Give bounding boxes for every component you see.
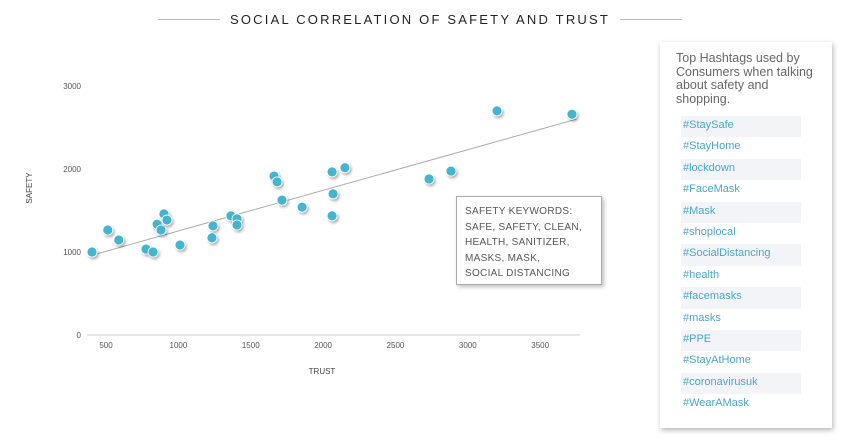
data-point [491, 105, 503, 117]
hashtag-item: #Mask [681, 201, 801, 223]
hashtag-item: #lockdown [681, 158, 801, 181]
hashtag-item: #masks [683, 311, 721, 324]
chart-title: SOCIAL CORRELATION OF SAFETY AND TRUST [230, 12, 611, 27]
data-point [147, 246, 159, 258]
data-point [445, 165, 457, 177]
hashtag-item: #coronavirusuk [681, 372, 801, 395]
data-point [231, 219, 243, 231]
hashtag-item: #facemasks [681, 287, 801, 309]
hashtag-item: #StayAtHome [683, 354, 751, 367]
title-rule-right [620, 19, 683, 20]
hashtag-item: #FaceMask [683, 183, 740, 196]
annotation-line: SAFE, SAFETY, CLEAN, [465, 221, 582, 233]
data-point [423, 173, 435, 185]
chart-title-wrap: SOCIAL CORRELATION OF SAFETY AND TRUST [158, 12, 683, 27]
data-point [174, 239, 186, 251]
hashtags-panel: Top Hashtags used by Consumers when talk… [660, 42, 832, 428]
hashtag-item: #PPE [681, 329, 801, 352]
x-axis-label: TRUST [309, 367, 336, 376]
hashtag-item: #SocialDistancing [681, 244, 801, 266]
data-point [86, 246, 98, 258]
annotation-line: SOCIAL DISTANCING [465, 268, 571, 279]
x-tick-label: 2000 [314, 341, 332, 350]
annotation-line: SAFETY KEYWORDS: [465, 206, 573, 217]
scatter-chart: 500 1000 1500 2000 2500 3000 3500 0 1000 2000 3000… [25, 82, 580, 376]
data-point [326, 210, 338, 222]
data-point [206, 232, 218, 244]
data-point [327, 188, 339, 200]
title-rule-left [158, 19, 220, 20]
y-tick-label: 2000 [63, 165, 81, 174]
data-point [326, 166, 338, 178]
x-tick-label: 1000 [170, 341, 188, 350]
data-point [339, 162, 351, 174]
x-tick-label: 1500 [242, 341, 260, 350]
hashtag-item: #WearAMask [683, 397, 749, 410]
hashtag-list: #StaySafe #StayHome #lockdown #FaceMask #Mas… [681, 116, 816, 415]
x-tick-label: 3500 [531, 341, 549, 350]
y-tick-label: 1000 [63, 248, 81, 257]
hashtag-item: #StayHome [683, 140, 741, 153]
x-tick-label: 3000 [459, 341, 477, 350]
data-point [155, 224, 167, 236]
data-point [296, 201, 308, 213]
data-point [113, 234, 125, 246]
y-tick-label: 0 [77, 331, 82, 340]
data-point [276, 194, 288, 206]
data-point [207, 220, 219, 232]
data-point [271, 176, 283, 188]
panel-title: Top Hashtags used by Consumers when talk… [676, 51, 813, 106]
x-tick-label: 500 [99, 341, 113, 350]
data-point [161, 214, 173, 226]
x-tick-label: 2500 [387, 341, 405, 350]
data-point [102, 224, 114, 236]
keywords-annotation: SAFETY KEYWORDS: SAFE, SAFETY, CLEAN, HE… [456, 196, 602, 285]
hashtag-item: #shoplocal [683, 225, 736, 238]
hashtag-item: #health [683, 268, 720, 281]
hashtag-item: #StaySafe [681, 116, 801, 138]
annotation-line: HEALTH, SANITIZER, [465, 237, 570, 248]
y-axis-label: SAFETY [25, 172, 34, 204]
annotation-line: MASKS, MASK, [465, 252, 541, 264]
data-point [566, 108, 578, 120]
y-tick-label: 3000 [63, 82, 81, 91]
trendline [91, 118, 577, 256]
